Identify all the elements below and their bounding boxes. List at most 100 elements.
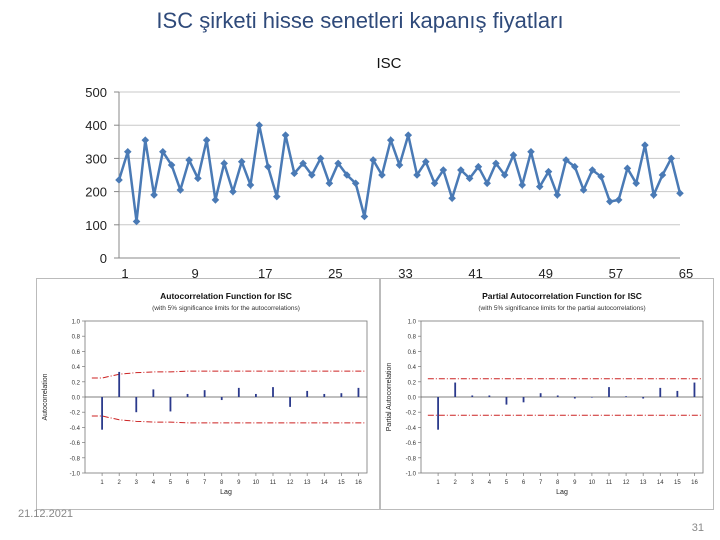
data-point: [246, 181, 255, 189]
data-point: [404, 131, 413, 139]
acf-subtitle: (with 5% significance limits for the aut…: [152, 305, 300, 312]
pacf-y-tick-label: 0.2: [408, 380, 417, 386]
data-point: [237, 157, 246, 166]
pacf-y-label: Partial Autocorrelation: [386, 363, 393, 432]
data-point: [386, 136, 395, 144]
pacf-x-tick-label: 13: [640, 480, 647, 486]
acf-x-tick-label: 5: [169, 480, 173, 486]
x-tick-label: 41: [468, 266, 482, 281]
pacf-y-tick-label: 0.6: [408, 350, 417, 356]
pacf-x-tick-label: 15: [674, 480, 681, 486]
y-tick-label: 300: [85, 151, 107, 166]
data-point: [623, 164, 632, 173]
acf-chart: Autocorrelation Function for ISC (with 5%…: [42, 291, 368, 496]
pacf-bar: [556, 395, 559, 397]
data-point: [465, 174, 474, 183]
acf-y-label: Autocorrelation: [42, 373, 49, 420]
data-point: [185, 156, 193, 164]
data-point: [132, 217, 141, 226]
y-tick-label: 400: [85, 118, 107, 133]
data-point: [527, 147, 535, 156]
data-point: [448, 194, 456, 203]
data-point: [439, 166, 448, 174]
pacf-x-tick-label: 9: [573, 480, 577, 486]
series-line: [117, 124, 682, 222]
pacf-bar: [539, 393, 542, 397]
data-point: [264, 162, 272, 171]
acf-x-label: Lag: [220, 489, 232, 496]
pacf-y-tick-label: 0.4: [408, 365, 417, 371]
data-point: [544, 167, 553, 176]
data-point: [308, 171, 316, 179]
data-point: [369, 156, 378, 164]
pacf-x-tick-label: 14: [657, 480, 664, 486]
pacf-y-tick-label: -0.4: [406, 426, 417, 432]
acf-x-tick-label: 11: [270, 480, 277, 486]
data-point: [220, 159, 228, 168]
pacf-bar: [608, 387, 610, 397]
y-tick-label: 500: [85, 85, 107, 100]
data-point: [413, 171, 421, 179]
acf-y-tick-label: 0.2: [72, 380, 81, 386]
data-point: [571, 162, 579, 171]
data-point: [606, 197, 614, 206]
acf-bar: [203, 390, 206, 397]
data-point: [518, 181, 527, 189]
acf-bar: [118, 371, 121, 397]
acf-x-tick-label: 15: [338, 480, 345, 486]
x-tick-label: 49: [539, 266, 553, 281]
data-point: [474, 162, 483, 171]
pacf-x-tick-label: 7: [539, 480, 543, 486]
slide-number: 31: [691, 522, 704, 534]
acf-upper-limit-line: [91, 370, 365, 379]
data-point: [667, 154, 676, 163]
data-point: [676, 189, 684, 198]
data-point: [430, 179, 439, 188]
acf-bar: [220, 397, 223, 401]
data-point: [150, 191, 158, 199]
x-tick-label: 9: [192, 266, 199, 281]
pacf-bar: [591, 397, 593, 398]
acf-y-tick-label: -1.0: [70, 472, 81, 478]
footer-date: 21.12.2021: [18, 508, 74, 520]
pacf-x-tick-label: 3: [471, 480, 475, 486]
slide-title: ISC şirketi hisse senetleri kapanış fiya…: [156, 8, 564, 33]
pacf-bar: [454, 382, 457, 397]
pacf-y-tick-label: -0.6: [406, 441, 417, 447]
acf-x-tick-label: 1: [100, 480, 104, 486]
x-tick-label: 57: [609, 266, 623, 281]
y-tick-label: 100: [85, 218, 107, 233]
acf-y-tick-label: 0.0: [72, 396, 81, 402]
data-point: [421, 157, 430, 166]
pacf-bar: [522, 397, 525, 403]
data-point: [658, 171, 667, 179]
acf-bar: [169, 397, 172, 412]
line-chart-title: ISC: [376, 55, 401, 72]
isc-line-chart: ISC 0 100 200 300 400 500 1 9 17 25 33 41 49 57 65: [85, 55, 693, 281]
pacf-bar: [625, 396, 627, 397]
pacf-bar: [505, 397, 508, 405]
pacf-x-tick-label: 1: [436, 480, 440, 486]
data-point: [492, 159, 500, 168]
data-point: [299, 159, 307, 168]
data-point: [378, 171, 386, 179]
data-point: [194, 174, 202, 183]
acf-bar: [306, 390, 309, 397]
pacf-bar: [488, 395, 491, 397]
acf-x-tick-label: 13: [304, 480, 311, 486]
acf-panel: Autocorrelation Function for ISC (with 5%…: [36, 278, 380, 510]
pacf-x-tick-label: 2: [454, 480, 458, 486]
acf-bar: [289, 397, 291, 407]
pacf-panel: Partial Autocorrelation Function for ISC…: [380, 278, 714, 510]
acf-bar: [357, 387, 360, 397]
pacf-bar: [693, 382, 696, 397]
acf-lower-limit-line: [91, 415, 365, 424]
data-point: [360, 212, 369, 221]
data-point: [202, 136, 211, 144]
pacf-bar: [471, 395, 474, 397]
pacf-bar: [676, 390, 679, 397]
acf-x-tick-label: 7: [203, 480, 207, 486]
data-point: [141, 136, 150, 144]
pacf-bar: [642, 397, 645, 399]
acf-bar: [152, 389, 155, 397]
